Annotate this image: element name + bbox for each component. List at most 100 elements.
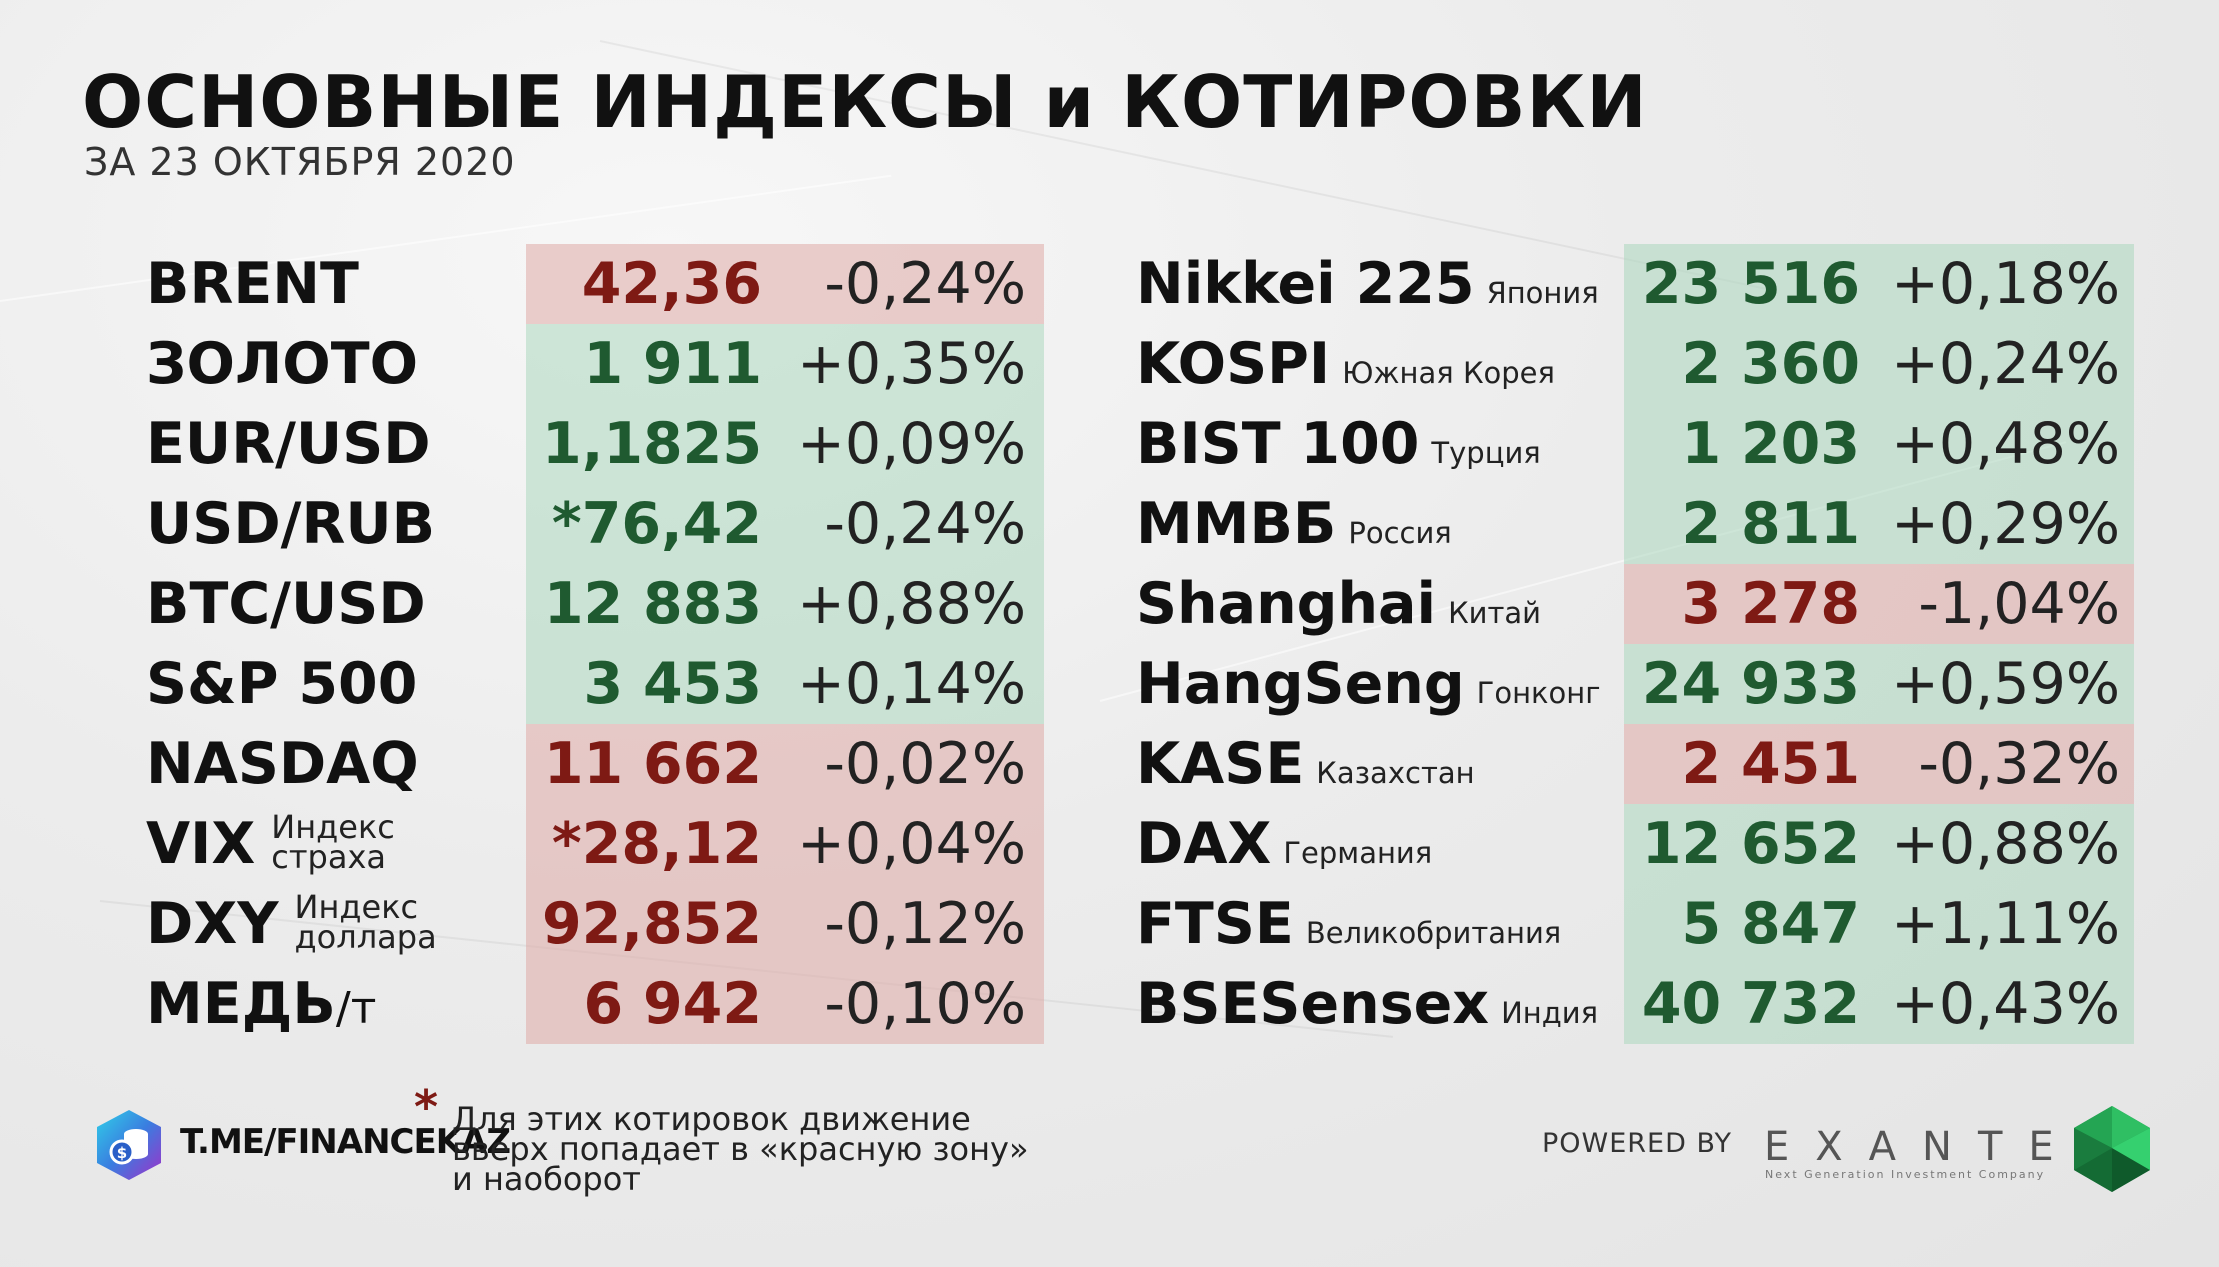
quote-value: 3 453 — [583, 651, 763, 717]
page-title: ОСНОВНЫЕ ИНДЕКСЫ и КОТИРОВКИ — [82, 60, 1648, 144]
page-subtitle: ЗА 23 ОКТЯБРЯ 2020 — [84, 140, 516, 184]
quote-change: +0,29% — [1891, 491, 2120, 557]
index-name: BSESensex Индия — [1136, 964, 1598, 1053]
row-band — [1624, 644, 2134, 724]
quote-value: 40 732 — [1641, 971, 1860, 1037]
description-line: страха — [271, 838, 386, 877]
quote-value: *76,42 — [551, 491, 762, 557]
index-label: ММВБ — [1136, 491, 1337, 557]
row-band — [526, 244, 1044, 324]
quote-change: -0,10% — [824, 971, 1026, 1037]
instrument-name: ЗОЛОТО — [146, 324, 418, 404]
instrument-description: Индекс страха — [271, 808, 395, 877]
index-label: KASE — [1136, 731, 1305, 797]
quote-change: -1,04% — [1918, 571, 2120, 637]
instrument-description: Индекс доллара — [294, 888, 437, 957]
quote-value: 5 847 — [1681, 891, 1861, 957]
quote-value: 12 652 — [1641, 811, 1860, 877]
quote-change: +0,88% — [797, 571, 1026, 637]
quote-change: +0,04% — [797, 811, 1026, 877]
instrument-label: NASDAQ — [146, 731, 419, 797]
row-band — [1624, 564, 2134, 644]
index-label: HangSeng — [1136, 651, 1465, 717]
instrument-label: USD/RUB — [146, 491, 436, 557]
row-band — [526, 724, 1044, 804]
quote-change: +0,24% — [1891, 331, 2120, 397]
row-band — [526, 644, 1044, 724]
index-name: DAX Германия — [1136, 804, 1432, 893]
index-label: Nikkei 225 — [1136, 251, 1475, 317]
row-band — [526, 564, 1044, 644]
quote-change: -0,24% — [824, 251, 1026, 317]
index-country: Германия — [1283, 836, 1433, 870]
instrument-label: S&P 500 — [146, 651, 418, 717]
description-line: Индекс — [294, 888, 419, 927]
instrument-name: DXY Индекс доллара — [146, 884, 437, 964]
row-band — [1624, 244, 2134, 324]
index-name: HangSeng Гонконг — [1136, 644, 1601, 733]
quote-change: +0,09% — [797, 411, 1026, 477]
index-name: BIST 100 Турция — [1136, 404, 1541, 493]
index-country: Россия — [1348, 516, 1452, 550]
footnote-line: и наоборот — [452, 1160, 641, 1198]
quote-change: -0,32% — [1918, 731, 2120, 797]
footnote-line: Для этих котировок движение — [452, 1100, 971, 1138]
instrument-name: S&P 500 — [146, 644, 417, 724]
row-band — [526, 884, 1044, 964]
row-band — [526, 484, 1044, 564]
footnote-star: * — [414, 1080, 439, 1134]
quote-change: -0,24% — [824, 491, 1026, 557]
row-band — [1624, 404, 2134, 484]
index-label: Shanghai — [1136, 571, 1437, 637]
instrument-label: МЕДЬ — [146, 971, 336, 1037]
quote-value: 42,36 — [581, 251, 762, 317]
green-gem-icon — [2074, 1106, 2150, 1192]
quote-value: 24 933 — [1641, 651, 1860, 717]
quote-value: 6 942 — [583, 971, 763, 1037]
quote-change: +0,88% — [1891, 811, 2120, 877]
row-band — [526, 964, 1044, 1044]
quote-change: -0,12% — [824, 891, 1026, 957]
index-country: Казахстан — [1316, 756, 1475, 790]
row-band — [1624, 324, 2134, 404]
svg-text:$: $ — [117, 1144, 127, 1162]
quote-value: 3 278 — [1681, 571, 1861, 637]
row-band — [526, 324, 1044, 404]
quote-value: 11 662 — [543, 731, 762, 797]
quote-change: +0,59% — [1891, 651, 2120, 717]
quote-value: 23 516 — [1641, 251, 1860, 317]
instrument-label: VIX — [146, 811, 256, 877]
instrument-name: BRENT — [146, 244, 359, 324]
telegram-link[interactable]: T.ME/FINANCEKAZ — [180, 1122, 511, 1162]
instrument-name: EUR/USD — [146, 404, 431, 484]
footnote-line: вверх попадает в «красную зону» — [452, 1130, 1029, 1168]
quote-change: +0,48% — [1891, 411, 2120, 477]
index-label: KOSPI — [1136, 331, 1331, 397]
quote-value: 12 883 — [543, 571, 762, 637]
coin-stack-hexagon-icon: $ — [97, 1110, 161, 1180]
index-country: Южная Корея — [1342, 356, 1555, 390]
index-country: Гонконг — [1476, 676, 1601, 710]
quote-change: +0,18% — [1891, 251, 2120, 317]
description-line: Индекс — [271, 808, 395, 847]
powered-by-label: POWERED BY — [1542, 1128, 1733, 1159]
instrument-name: МЕДЬ/т — [146, 964, 376, 1049]
quote-change: +0,43% — [1891, 971, 2120, 1037]
row-band — [1624, 484, 2134, 564]
index-label: FTSE — [1136, 891, 1294, 957]
row-band — [526, 404, 1044, 484]
instrument-label: EUR/USD — [146, 411, 431, 477]
quote-value: 1,1825 — [542, 411, 762, 477]
instrument-label: BTC/USD — [146, 571, 426, 637]
instrument-name: NASDAQ — [146, 724, 419, 804]
index-country: Индия — [1501, 996, 1599, 1030]
index-name: ММВБ Россия — [1136, 484, 1452, 573]
quote-change: +1,11% — [1891, 891, 2120, 957]
instrument-label: ЗОЛОТО — [146, 331, 419, 397]
instrument-name: USD/RUB — [146, 484, 435, 564]
index-name: Shanghai Китай — [1136, 564, 1541, 653]
description-line: доллара — [294, 918, 437, 957]
index-name: Nikkei 225 Япония — [1136, 244, 1599, 333]
index-name: KOSPI Южная Корея — [1136, 324, 1555, 413]
instrument-label: DXY — [146, 891, 279, 957]
